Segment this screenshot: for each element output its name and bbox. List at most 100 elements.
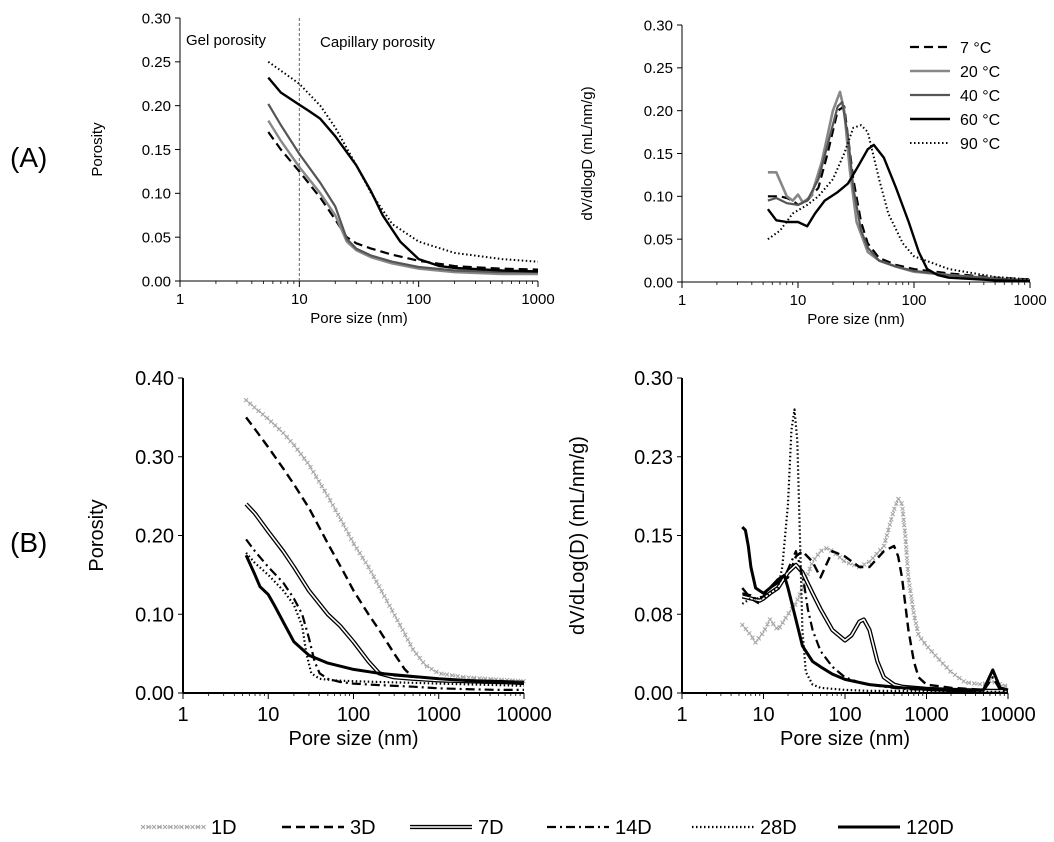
- series-1d-marker: [395, 617, 400, 623]
- legend-label: 40 °C: [960, 88, 1000, 105]
- legend-b-marker: [151, 824, 157, 830]
- series-1d-marker: [887, 522, 893, 528]
- plot-area: [766, 90, 1031, 282]
- series-1d-marker: [952, 672, 958, 678]
- legend-b-marker: [162, 824, 168, 830]
- series-1d-marker: [904, 550, 909, 555]
- y-tick-label: 0.30: [142, 10, 171, 27]
- series-1d-marker: [410, 647, 416, 652]
- series-1d-marker: [914, 626, 920, 632]
- legend-b: 1D 3D 7D 14D 28D 120D: [140, 817, 954, 839]
- y-axis-label: dV/dLog(D) (mL/nm/g): [567, 436, 589, 635]
- series-1d-marker: [750, 635, 755, 641]
- series-1d-marker: [471, 675, 477, 681]
- x-axis-label: Pore size (nm): [780, 728, 910, 750]
- x-tick-label: 1: [177, 704, 188, 726]
- y-tick-label: 0.00: [644, 274, 673, 291]
- series-1d-marker: [903, 544, 909, 550]
- series-1d-marker: [908, 588, 913, 594]
- series-1d-marker: [335, 512, 341, 518]
- series-1d-marker: [936, 657, 942, 662]
- x-tick-label: 10000: [496, 704, 552, 726]
- series-1d-marker: [280, 430, 286, 436]
- series-1d-marker: [944, 665, 950, 670]
- series-1d-marker: [405, 637, 411, 642]
- series-1d-marker: [795, 597, 800, 603]
- series-1d-marker: [971, 681, 977, 686]
- legend-b-marker: [190, 824, 195, 830]
- series-3d-line: [245, 416, 525, 685]
- series-1d-marker: [439, 671, 444, 677]
- series-40c-line: [767, 101, 1031, 282]
- legend-b-marker: [146, 824, 151, 830]
- series-1d-marker: [888, 517, 894, 522]
- y-tick-label: 0.15: [634, 526, 673, 548]
- series-14d-line: [742, 550, 1009, 692]
- y-tick-label: 0.30: [135, 447, 174, 469]
- series-28d-line: [245, 552, 525, 687]
- series-1d-marker: [363, 560, 368, 565]
- y-tick-label: 0.08: [634, 604, 673, 626]
- y-tick-label: 0.10: [142, 186, 171, 203]
- series-1d-marker: [961, 678, 967, 684]
- x-tick-label: 10: [257, 704, 279, 726]
- legend-b-marker: [201, 824, 206, 830]
- series-20c-line: [267, 119, 538, 276]
- legend-b-marker: [184, 824, 190, 830]
- y-tick-label: 0.30: [644, 17, 673, 34]
- y-tick-label: 0.30: [634, 368, 673, 390]
- y-tick-label: 0.00: [634, 683, 673, 705]
- legend-b-label: 7D: [478, 817, 504, 839]
- series-1d-marker: [308, 464, 313, 470]
- series-1d-marker: [288, 438, 293, 444]
- panel-label-b: (B): [10, 527, 48, 558]
- series-1d-marker: [902, 533, 908, 539]
- series-1d-marker: [904, 555, 910, 561]
- series-1d-marker: [424, 663, 430, 669]
- series-1d-marker: [903, 539, 909, 544]
- x-tick-label: 10: [752, 704, 774, 726]
- legend-b-marker: [195, 824, 201, 830]
- y-tick-label: 0.15: [142, 142, 171, 159]
- series-1d-marker: [948, 669, 953, 674]
- series-1d-marker: [885, 527, 891, 533]
- series-1d-marker: [777, 624, 783, 630]
- series-1d-marker: [915, 631, 921, 637]
- series-1d-marker: [774, 625, 779, 631]
- panel-label-a: (A): [10, 142, 48, 173]
- series-1d-marker: [900, 506, 905, 512]
- x-axis-label: Pore size (nm): [288, 728, 418, 750]
- series-1d-marker: [940, 661, 946, 666]
- legend-b-marker: [140, 824, 146, 830]
- series-1d-marker: [298, 451, 304, 457]
- series-120d-line: [741, 526, 1009, 692]
- series-1d-marker: [929, 649, 935, 654]
- series-1d-marker: [895, 496, 901, 502]
- series-1d-marker: [922, 640, 927, 646]
- series-1d-marker: [260, 412, 266, 417]
- series-1d-marker: [434, 669, 439, 675]
- series-1d-marker: [912, 615, 918, 621]
- series-1d-marker: [786, 611, 792, 616]
- series-1d-marker: [301, 455, 307, 461]
- series-1d-marker: [366, 564, 371, 570]
- series-1d-marker: [357, 550, 363, 556]
- series-1d-marker: [420, 660, 426, 665]
- annotation-capillary-porosity: Capillary porosity: [320, 34, 436, 51]
- series-1d-marker: [397, 622, 403, 628]
- x-tick-label: 1: [176, 291, 184, 308]
- series-1d-marker: [807, 566, 813, 572]
- series-1d-marker: [252, 404, 257, 410]
- legend-b-marker: [168, 824, 173, 830]
- series-1d-marker: [333, 507, 338, 513]
- y-tick-label: 0.00: [142, 273, 171, 290]
- series-60c-line: [267, 76, 539, 273]
- series-1d-marker: [264, 415, 270, 421]
- y-tick-label: 0.05: [644, 231, 673, 248]
- legend-label: 20 °C: [960, 64, 1000, 81]
- series-1d-marker: [291, 442, 297, 448]
- series-1d-marker: [243, 397, 249, 403]
- chart-a-right: 0.00 0.05 0.10 0.15 0.20 0.25 0.30 1 10 100 1000 Po…: [579, 17, 1047, 328]
- series-1d-marker: [881, 543, 887, 549]
- series-1d-marker: [247, 401, 253, 407]
